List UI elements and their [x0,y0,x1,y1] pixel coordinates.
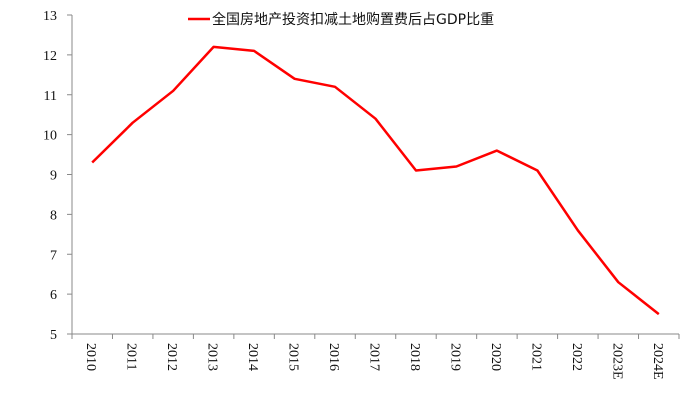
x-tick-label: 2019 [447,343,462,371]
y-tick-label: 8 [50,208,57,223]
y-tick-label: 6 [50,288,57,303]
x-tick-label: 2021 [528,343,543,371]
x-tick-label: 2011 [124,343,139,370]
y-tick-label: 12 [43,49,57,64]
y-tick-label: 13 [43,9,57,24]
legend: 全国房地产投资扣减土地购置费后占GDP比重 [188,11,494,28]
x-tick-label: 2014 [245,343,260,371]
y-tick-label: 9 [50,169,57,184]
legend-label: 全国房地产投资扣减土地购置费后占GDP比重 [212,11,494,28]
y-tick-label: 5 [50,328,57,343]
x-tick-label: 2022 [569,343,584,371]
x-tick-label: 2010 [83,343,98,371]
series-line [91,45,660,316]
y-tick-label: 11 [44,89,57,104]
x-tick-label: 2020 [488,343,503,371]
y-tick-label: 10 [43,129,57,144]
x-tick-label: 2023E [609,343,624,380]
x-tick-label: 2024E [650,343,665,380]
x-tick-label: 2012 [164,343,179,371]
data-series [91,45,660,316]
x-tick-label: 2015 [286,343,301,371]
x-tick-label: 2018 [407,343,422,371]
x-tick-label: 2016 [326,343,341,371]
y-tick-label: 7 [50,248,57,263]
x-axis: 2010 2011 2012 2013 2014 2015 2016 2017 2018 2019… [71,333,680,380]
y-axis: 5 6 7 8 9 10 11 12 13 [43,9,73,343]
x-tick-label: 2013 [205,343,220,371]
x-tick-label: 2017 [367,343,382,371]
